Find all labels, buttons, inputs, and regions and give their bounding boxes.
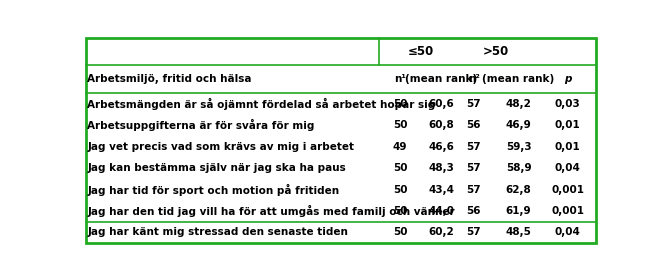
Text: 61,9: 61,9 [506,206,531,216]
FancyBboxPatch shape [86,38,596,243]
Text: n¹: n¹ [394,74,406,84]
Text: p: p [564,74,571,84]
Text: 56: 56 [467,206,481,216]
Text: 43,4: 43,4 [428,185,454,195]
Text: 50: 50 [393,185,408,195]
Text: 59,3: 59,3 [506,142,531,152]
Text: ≤50: ≤50 [408,45,434,58]
Text: 46,9: 46,9 [506,120,531,130]
Text: 48,5: 48,5 [505,227,531,237]
Text: 60,6: 60,6 [428,99,454,109]
Text: 0,001: 0,001 [551,185,584,195]
Text: >50: >50 [482,45,509,58]
Text: Jag har den tid jag vill ha för att umgås med familj och vänner: Jag har den tid jag vill ha för att umgå… [87,205,455,217]
Text: (mean rank): (mean rank) [405,74,477,84]
Text: 57: 57 [466,99,481,109]
Text: 50: 50 [393,163,408,173]
Text: 0,001: 0,001 [551,206,584,216]
Text: 48,3: 48,3 [428,163,454,173]
Text: Arbetsuppgifterna är för svåra för mig: Arbetsuppgifterna är för svåra för mig [87,119,315,131]
Text: 49: 49 [393,142,408,152]
Text: 0,04: 0,04 [555,227,581,237]
Text: 58,9: 58,9 [506,163,531,173]
Text: 57: 57 [466,185,481,195]
Text: Jag har tid för sport och motion på fritiden: Jag har tid för sport och motion på frit… [87,183,339,196]
Text: 50: 50 [393,227,408,237]
Text: 0,01: 0,01 [555,142,581,152]
Text: 44,0: 44,0 [428,206,454,216]
Text: 0,04: 0,04 [555,163,581,173]
Text: Arbetsmängden är så ojämnt fördelad så arbetet hopar sig: Arbetsmängden är så ojämnt fördelad så a… [87,98,436,110]
Text: 50: 50 [393,120,408,130]
Text: Jag har känt mig stressad den senaste tiden: Jag har känt mig stressad den senaste ti… [87,227,348,237]
Text: 0,01: 0,01 [555,120,581,130]
Text: 48,2: 48,2 [505,99,531,109]
Text: 0,03: 0,03 [555,99,581,109]
Text: 46,6: 46,6 [428,142,454,152]
Text: Arbetsmiljö, fritid och hälsa: Arbetsmiljö, fritid och hälsa [87,74,252,84]
Text: 62,8: 62,8 [506,185,531,195]
Text: (mean rank): (mean rank) [483,74,555,84]
Text: 60,8: 60,8 [428,120,454,130]
Text: 56: 56 [467,120,481,130]
Text: 57: 57 [466,227,481,237]
Text: 60,2: 60,2 [428,227,454,237]
Text: 50: 50 [393,206,408,216]
Text: 50: 50 [393,99,408,109]
Text: 57: 57 [466,142,481,152]
Text: Jag vet precis vad som krävs av mig i arbetet: Jag vet precis vad som krävs av mig i ar… [87,142,354,152]
Text: n²: n² [468,74,479,84]
Text: 57: 57 [466,163,481,173]
Text: Jag kan bestämma själv när jag ska ha paus: Jag kan bestämma själv när jag ska ha pa… [87,163,346,173]
